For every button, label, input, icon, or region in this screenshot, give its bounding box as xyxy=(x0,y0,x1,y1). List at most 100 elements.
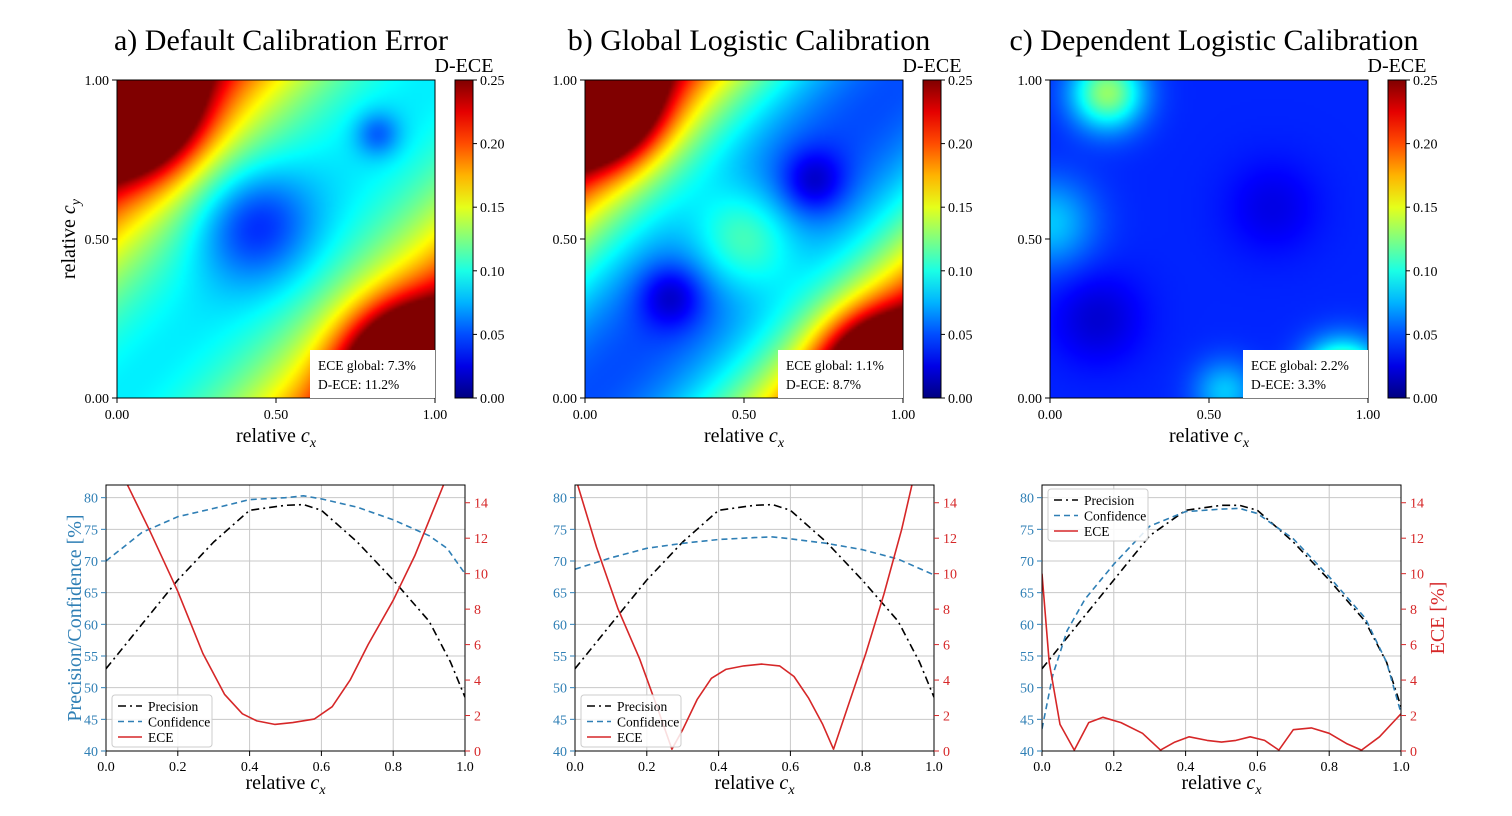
y-left-tick-label: 80 xyxy=(553,492,567,507)
x-tick-label: 0.6 xyxy=(1249,760,1267,775)
y-right-tick-label: 0 xyxy=(943,745,950,760)
series-line-ece xyxy=(576,485,913,751)
colorbar-tick-label: 0.25 xyxy=(480,74,505,89)
series-line-ece xyxy=(1042,573,1401,751)
colorbar-tick-label: 0.15 xyxy=(948,201,973,216)
y-left-tick-label: 70 xyxy=(553,555,567,570)
y-right-tick-label: 8 xyxy=(474,603,481,618)
heatmap-image xyxy=(117,80,435,398)
y-right-tick-label: 14 xyxy=(943,497,957,512)
y-left-tick-label: 45 xyxy=(84,713,98,728)
annotation-box xyxy=(310,350,435,398)
colorbar-tick-label: 0.05 xyxy=(1413,328,1438,343)
series-group xyxy=(575,485,934,751)
x-tick-label: 1.0 xyxy=(1392,760,1410,775)
colorbar-tick-label: 0.20 xyxy=(480,138,505,153)
x-axis-label: relative cx xyxy=(714,772,795,798)
legend-label: Confidence xyxy=(148,715,210,730)
heatmap-panel-a: a) Default Calibration Error 0.00 0.50 1.00… xyxy=(58,24,505,451)
annotation-box xyxy=(778,350,903,398)
y-tick-label: 1.00 xyxy=(553,74,578,89)
colorbar-tick-label: 0.05 xyxy=(480,328,505,343)
colorbar-tick-label: 0.20 xyxy=(948,138,973,153)
colorbar-tick-label: 0.10 xyxy=(1413,265,1438,280)
y-tick-label: 0.50 xyxy=(1018,233,1043,248)
y-left-tick-label: 50 xyxy=(553,682,567,697)
legend-box xyxy=(580,694,682,748)
legend-label: ECE xyxy=(148,730,174,745)
y-left-tick-label: 45 xyxy=(1020,713,1034,728)
y-right-tick-label: 0 xyxy=(1410,745,1417,760)
x-tick-label: 0.0 xyxy=(566,760,584,775)
legend-label: ECE xyxy=(617,730,643,745)
heatmap-panel-c: c) Dependent Logistic Calibration 0.00 0.5… xyxy=(1009,24,1437,451)
series-line-ece xyxy=(126,485,445,726)
x-tick-label: 0.8 xyxy=(1320,760,1338,775)
colorbar-tick-label: 0.00 xyxy=(948,392,973,407)
y-left-tick-label: 45 xyxy=(553,713,567,728)
colorbar-tick-label: 0.15 xyxy=(1413,201,1438,216)
panel-title: a) Default Calibration Error xyxy=(114,24,448,57)
y-tick-label: 0.00 xyxy=(1018,392,1043,407)
x-tick-label: 1.00 xyxy=(423,408,448,423)
x-tick-label: 0.2 xyxy=(169,760,187,775)
x-axis-label: relative cx xyxy=(1181,772,1262,798)
y-right-tick-label: 2 xyxy=(1410,710,1417,725)
x-tick-label: 0.4 xyxy=(710,760,728,775)
panel-title: b) Global Logistic Calibration xyxy=(568,24,930,57)
y-left-tick-label: 75 xyxy=(553,523,567,538)
y-left-tick-label: 75 xyxy=(1020,523,1034,538)
y-left-tick-label: 40 xyxy=(1020,745,1034,760)
legend-label: Confidence xyxy=(617,715,679,730)
legend-label: Confidence xyxy=(1084,509,1146,524)
legend-label: Precision xyxy=(1084,493,1134,508)
x-axis-label: relative cx xyxy=(1169,425,1250,451)
colorbar-tick-label: 0.20 xyxy=(1413,138,1438,153)
y-tick-label: 1.00 xyxy=(1018,74,1043,89)
y-left-tick-label: 55 xyxy=(1020,650,1034,665)
y-right-tick-label: 12 xyxy=(1410,532,1424,547)
y-right-tick-label: 0 xyxy=(474,745,481,760)
x-tick-label: 1.0 xyxy=(456,760,474,775)
series-line-confidence xyxy=(106,494,465,575)
colorbar-tick-label: 0.05 xyxy=(948,328,973,343)
plot-frame xyxy=(1041,484,1402,752)
x-axis-label: relative cx xyxy=(704,425,785,451)
heatmap-panel-b: b) Global Logistic Calibration 0.00 0.50 1.… xyxy=(553,24,973,451)
y-right-tick-label: 14 xyxy=(474,497,488,512)
y-right-tick-label: 8 xyxy=(1410,603,1417,618)
x-tick-label: 0.50 xyxy=(732,408,757,423)
legend-box xyxy=(111,694,213,748)
series-line-confidence xyxy=(1042,507,1401,729)
colorbar-tick-label: 0.10 xyxy=(480,265,505,280)
y-right-tick-label: 6 xyxy=(943,639,950,654)
colorbar xyxy=(454,79,474,399)
series-group xyxy=(1042,504,1401,751)
legend-box xyxy=(1047,488,1149,542)
colorbar-label: D-ECE xyxy=(435,55,494,77)
series-line-precision xyxy=(575,503,934,698)
series-group xyxy=(106,485,465,726)
annotation-text: ECE global: 2.2% xyxy=(1251,358,1349,373)
y-left-tick-label: 65 xyxy=(553,587,567,602)
x-tick-label: 0.4 xyxy=(1177,760,1195,775)
annotation-text: ECE global: 7.3% xyxy=(318,358,416,373)
legend-label: Precision xyxy=(617,699,667,714)
annotation-box xyxy=(1243,350,1368,398)
y-left-tick-label: 80 xyxy=(1020,492,1034,507)
x-tick-label: 0.00 xyxy=(1038,408,1063,423)
line-panel-c: 0.0 0.2 0.4 0.6 0.8 1.0 40 45 50 55 60 65 70 75 80 0 2 4 6… xyxy=(1020,484,1449,798)
y-right-tick-label: 10 xyxy=(474,568,488,583)
annotation-text: D-ECE: 11.2% xyxy=(318,377,399,392)
y-right-tick-label: 12 xyxy=(943,532,957,547)
series-line-confidence xyxy=(575,536,934,576)
y-right-axis-label: ECE [%] xyxy=(1427,582,1449,655)
y-left-tick-label: 50 xyxy=(1020,682,1034,697)
y-left-tick-label: 65 xyxy=(1020,587,1034,602)
x-axis-label: relative cx xyxy=(245,772,326,798)
y-tick-label: 0.00 xyxy=(553,392,578,407)
series-line-precision xyxy=(106,503,465,698)
x-tick-label: 1.00 xyxy=(891,408,916,423)
